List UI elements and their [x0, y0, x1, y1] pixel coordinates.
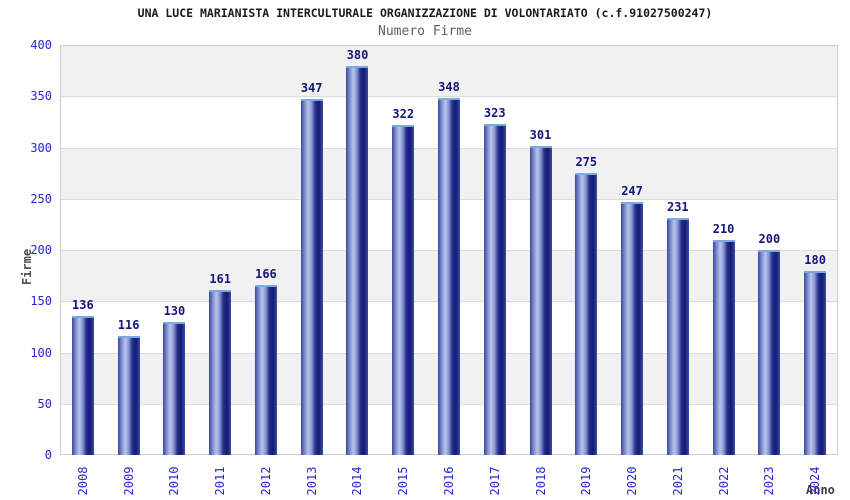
x-tick-label: 2008: [75, 466, 90, 496]
y-tick-label: 250: [30, 191, 52, 206]
x-tick-label: 2010: [167, 466, 182, 496]
y-tick-label: 200: [30, 243, 52, 257]
bar-2019: [575, 173, 598, 455]
y-tick-label: 350: [30, 89, 52, 104]
bar-2024: [804, 270, 827, 455]
bar-value-label: 247: [621, 183, 643, 198]
bar-value-label: 347: [300, 81, 323, 96]
x-tick-label: 2022: [716, 466, 731, 496]
y-tick-label: 300: [30, 140, 52, 155]
bar-2010: [163, 321, 186, 455]
y-tick-label: 400: [30, 38, 52, 52]
x-axis-title: Anno: [806, 483, 835, 497]
bar-2021: [666, 218, 689, 455]
bar-value-label: 323: [483, 105, 506, 120]
bar-2020: [621, 201, 644, 455]
bar-2008: [71, 315, 94, 455]
bar-value-label: 180: [804, 252, 826, 267]
bar-value-label: 166: [255, 266, 277, 281]
bar-2022: [712, 239, 735, 455]
bar-value-label: 348: [438, 80, 460, 95]
bar-value-label: 275: [575, 155, 598, 170]
x-tick-label: 2017: [487, 466, 502, 496]
x-tick-label: 2021: [670, 466, 685, 496]
bar-2018: [529, 146, 552, 455]
bar-value-label: 200: [758, 232, 781, 246]
bar-2016: [438, 98, 460, 455]
bar-2012: [254, 284, 277, 455]
x-tick-label: 2018: [533, 466, 548, 496]
bar-value-label: 136: [72, 297, 94, 312]
x-tick-label: 2013: [304, 466, 319, 496]
x-tick-label: 2015: [396, 466, 411, 496]
x-tick-label: 2020: [625, 466, 640, 496]
bar-2017: [483, 123, 506, 455]
bar-value-label: 231: [666, 200, 689, 215]
bar-2015: [392, 124, 415, 455]
bar-value-label: 161: [209, 271, 232, 286]
bar-value-label: 210: [712, 221, 735, 236]
y-tick-label: 150: [30, 294, 52, 309]
x-tick-label: 2012: [258, 466, 273, 496]
x-tick-label: 2016: [442, 466, 456, 496]
x-tick-label: 2024: [808, 466, 823, 496]
x-tick-label: 2019: [579, 466, 594, 496]
bar-2013: [300, 99, 323, 455]
chart-subtitle: Numero Firme: [378, 24, 472, 39]
bar-2014: [346, 65, 369, 455]
bar-value-label: 380: [346, 47, 369, 62]
x-tick-label: 2014: [350, 466, 365, 496]
bar-value-label: 301: [529, 128, 552, 143]
bar-value-label: 130: [163, 303, 186, 318]
y-tick-label: 50: [37, 396, 52, 411]
bar-2011: [209, 289, 232, 455]
chart-title: UNA LUCE MARIANISTA INTERCULTURALE ORGAN…: [137, 6, 713, 20]
x-tick-label: 2009: [121, 466, 136, 496]
y-tick-label: 0: [44, 448, 52, 462]
x-tick-label: 2011: [213, 466, 228, 496]
bar-2009: [117, 336, 140, 455]
x-tick-label: 2023: [762, 466, 777, 496]
bar-2023: [758, 250, 781, 455]
bar-value-label: 116: [117, 318, 140, 333]
bar-value-label: 322: [392, 106, 415, 121]
y-tick-label: 100: [30, 345, 52, 360]
gridline: [61, 96, 837, 98]
